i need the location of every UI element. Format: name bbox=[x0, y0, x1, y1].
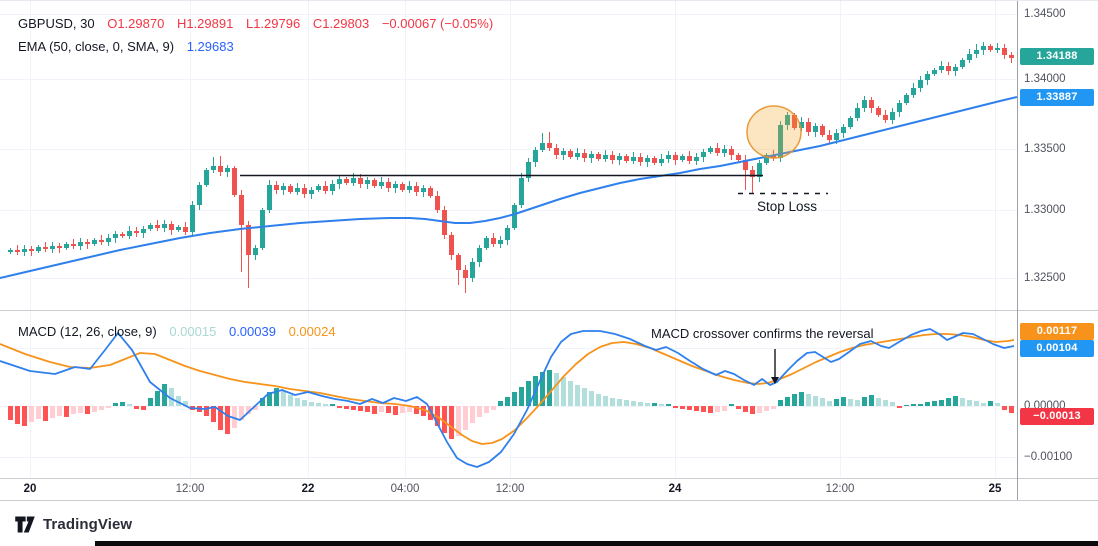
price-tick: 1.33500 bbox=[1024, 143, 1066, 155]
macd-line-value: 0.00039 bbox=[228, 324, 276, 339]
macd-tick: −0.00100 bbox=[1024, 451, 1073, 463]
macd-legend-label: MACD (12, 26, close, 9) bbox=[18, 324, 157, 339]
time-tick: 20 bbox=[23, 483, 37, 495]
ema-legend-value: 1.29683 bbox=[186, 39, 234, 54]
macd-legend[interactable]: MACD (12, 26, close, 9) 0.00015 0.00039 … bbox=[18, 324, 336, 339]
time-tick: 25 bbox=[988, 483, 1002, 495]
ema-legend[interactable]: EMA (50, close, 0, SMA, 9) 1.29683 bbox=[18, 39, 234, 54]
macd-hist-badge: −0.00013 bbox=[1020, 407, 1094, 425]
time-tick: 22 bbox=[301, 483, 315, 495]
time-tick: 12:00 bbox=[495, 483, 525, 495]
time-tick: 04:00 bbox=[390, 483, 420, 495]
price-tick: 1.33000 bbox=[1024, 204, 1066, 216]
time-tick: 12:00 bbox=[175, 483, 205, 495]
grid-lines bbox=[0, 0, 1017, 477]
time-tick: 24 bbox=[668, 483, 682, 495]
user-drawings bbox=[240, 105, 828, 384]
ohlc-low: L1.29796 bbox=[245, 16, 301, 31]
tradingview-logo-icon bbox=[15, 516, 35, 533]
macd-hist-value: 0.00015 bbox=[169, 324, 217, 339]
ema-legend-label: EMA (50, close, 0, SMA, 9) bbox=[18, 39, 175, 54]
frame-lines bbox=[0, 0, 1098, 501]
ohlc-open: O1.29870 bbox=[107, 16, 165, 31]
symbol-title: GBPUSD, 30 bbox=[18, 16, 95, 31]
macd-signal-value: 0.00024 bbox=[288, 324, 336, 339]
macd-histogram bbox=[8, 370, 1014, 439]
entry-highlight-circle[interactable] bbox=[746, 105, 802, 159]
tradingview-logo-text: TradingView bbox=[43, 516, 133, 533]
symbol-legend[interactable]: GBPUSD, 30 O1.29870 H1.29891 L1.29796 C1… bbox=[18, 16, 493, 31]
stop-loss-label[interactable]: Stop Loss bbox=[756, 199, 818, 214]
macd-line bbox=[0, 328, 1015, 468]
macd-line-badge: 0.00104 bbox=[1020, 339, 1094, 357]
ohlc-close: C1.29803 bbox=[312, 16, 370, 31]
price-tick: 1.32500 bbox=[1024, 272, 1066, 284]
bottom-bar bbox=[95, 541, 1098, 546]
candlestick-series bbox=[8, 42, 1014, 293]
ohlc-high: H1.29891 bbox=[176, 16, 234, 31]
last-price-badge: 1.34188 bbox=[1020, 47, 1094, 65]
ema-line[interactable] bbox=[0, 96, 1018, 279]
price-tick: 1.34500 bbox=[1024, 8, 1066, 20]
macd-crossover-label[interactable]: MACD crossover confirms the reversal bbox=[651, 326, 874, 341]
macd-signal-badge: 0.00117 bbox=[1020, 322, 1094, 340]
price-tick: 1.34000 bbox=[1024, 73, 1066, 85]
macd-signal-line bbox=[0, 333, 1015, 445]
ohlc-change: −0.00067 (−0.05%) bbox=[381, 16, 494, 31]
ema-value-badge: 1.33887 bbox=[1020, 88, 1094, 106]
macd-lines bbox=[0, 328, 1015, 468]
time-tick: 12:00 bbox=[825, 483, 855, 495]
tradingview-logo[interactable]: TradingView bbox=[14, 515, 132, 534]
